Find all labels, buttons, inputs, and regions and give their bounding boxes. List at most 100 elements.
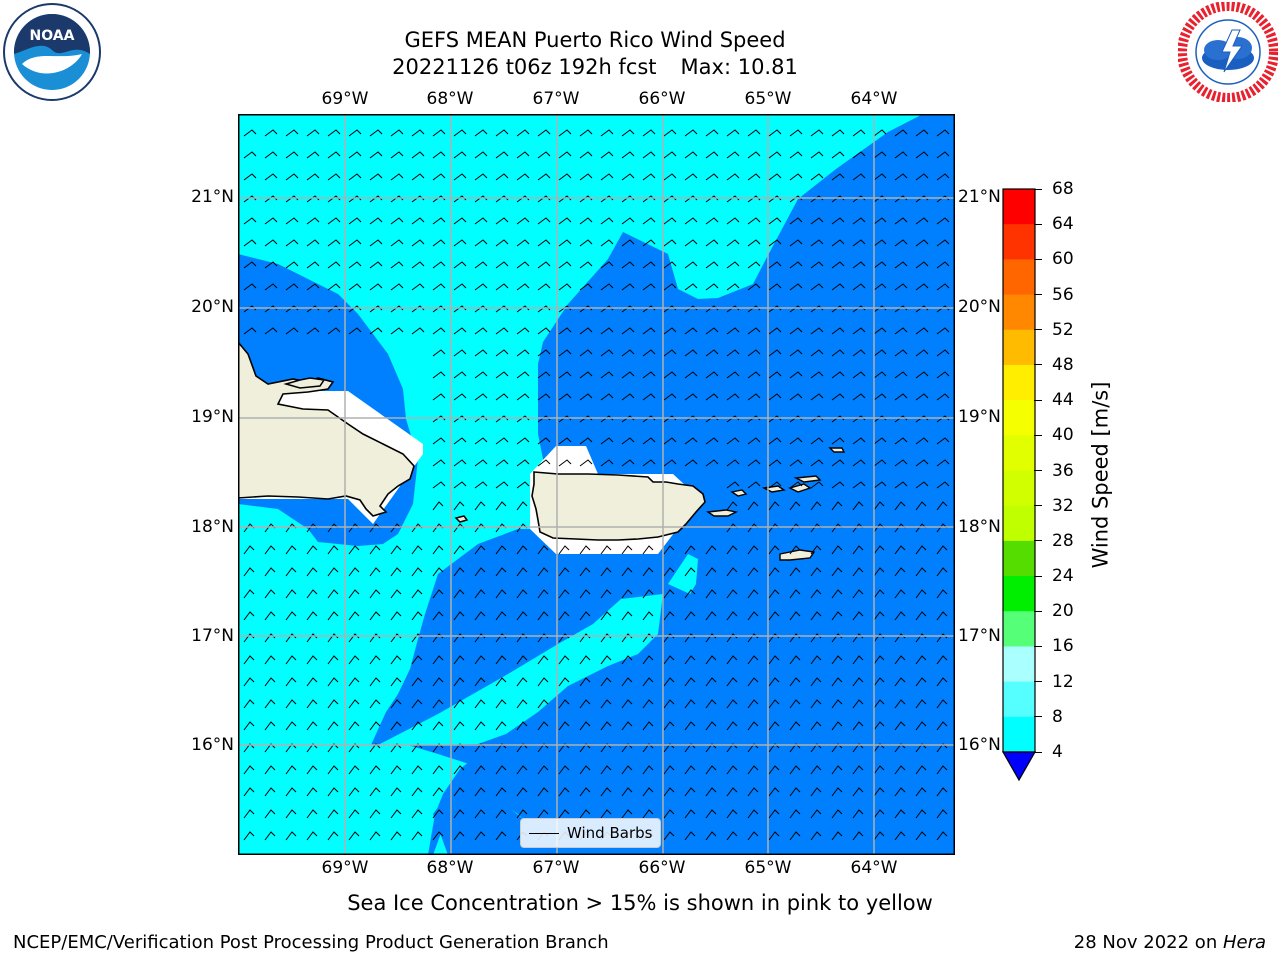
wind-barb bbox=[663, 831, 675, 841]
wind-barb bbox=[327, 831, 339, 841]
wind-barb bbox=[789, 677, 801, 687]
wind-barb bbox=[453, 239, 467, 247]
wind-barb bbox=[852, 349, 866, 357]
wind-barb bbox=[537, 393, 551, 401]
wind-barb bbox=[579, 655, 591, 665]
wind-barb bbox=[243, 743, 255, 753]
wind-barb bbox=[684, 743, 696, 753]
wind-barb bbox=[600, 173, 614, 181]
wind-barb bbox=[516, 567, 528, 577]
lon-tick-top-69w: 69°W bbox=[321, 89, 369, 109]
wind-barb bbox=[621, 459, 635, 467]
wind-barb bbox=[474, 545, 486, 555]
wind-barb bbox=[432, 677, 444, 687]
wind-barb bbox=[474, 655, 486, 665]
wind-barb bbox=[747, 567, 759, 577]
lat-tick-right-17n: 17°N bbox=[958, 626, 1001, 646]
wind-barb bbox=[579, 371, 593, 379]
wind-barb bbox=[348, 261, 362, 269]
wind-barb bbox=[726, 151, 740, 159]
wind-barb bbox=[600, 437, 614, 445]
wind-barb bbox=[432, 371, 446, 379]
wind-barb bbox=[789, 283, 803, 291]
st-john-island bbox=[788, 483, 812, 493]
wind-barb bbox=[663, 809, 675, 819]
wind-barb bbox=[747, 589, 759, 599]
wind-barb bbox=[474, 349, 488, 357]
colorbar-band bbox=[1003, 611, 1035, 647]
wind-barb bbox=[516, 437, 530, 445]
wind-barb bbox=[831, 393, 845, 401]
wind-barb bbox=[747, 173, 761, 181]
wind-barb bbox=[747, 393, 761, 401]
wind-barb bbox=[705, 371, 719, 379]
wind-barb bbox=[306, 677, 318, 687]
wind-barb bbox=[747, 699, 759, 709]
wind-barb bbox=[642, 589, 654, 599]
wind-barb bbox=[453, 655, 465, 665]
wind-barb bbox=[390, 545, 402, 555]
wind-barb bbox=[411, 567, 423, 577]
wind-barb bbox=[789, 765, 801, 775]
colorbar-band bbox=[1003, 259, 1035, 296]
wind-barb bbox=[306, 831, 318, 841]
wind-barb bbox=[348, 589, 360, 599]
wind-barb bbox=[327, 589, 339, 599]
wind-barb bbox=[915, 765, 927, 775]
map-frame bbox=[238, 114, 955, 855]
wind-barb bbox=[747, 765, 759, 775]
colorbar-tick-label: 60 bbox=[1052, 249, 1074, 270]
wind-barb bbox=[915, 481, 929, 489]
wind-barb bbox=[264, 655, 276, 665]
wind-barb bbox=[894, 611, 906, 621]
wind-barb bbox=[726, 173, 740, 181]
wind-barb bbox=[558, 699, 570, 709]
colorbar-tick-label: 64 bbox=[1052, 214, 1074, 235]
wind-barb bbox=[327, 239, 341, 247]
wind-barb bbox=[663, 437, 677, 445]
wind-barb bbox=[684, 765, 696, 775]
wind-barb bbox=[369, 151, 383, 159]
wind-barb bbox=[894, 831, 906, 841]
wind-barb bbox=[684, 151, 698, 159]
colorbar-tick-label: 8 bbox=[1052, 706, 1063, 727]
wind-barb bbox=[810, 459, 824, 467]
wind-barb bbox=[768, 809, 780, 819]
wind-barb bbox=[915, 545, 927, 555]
wind-barb bbox=[558, 459, 572, 467]
wind-barb bbox=[789, 699, 801, 709]
colorbar-tick-label: 68 bbox=[1052, 179, 1074, 199]
wind-barb bbox=[285, 655, 297, 665]
wind-barb bbox=[243, 699, 255, 709]
wind-barb bbox=[810, 787, 822, 797]
wind-barb bbox=[726, 831, 738, 841]
lat-tick-left-18n: 18°N bbox=[191, 517, 234, 537]
wind-barb bbox=[516, 809, 528, 819]
wind-barb bbox=[873, 459, 887, 467]
wind-barb bbox=[873, 743, 885, 753]
wind-barb bbox=[915, 349, 929, 357]
wind-barb bbox=[894, 567, 906, 577]
wind-barb bbox=[894, 239, 908, 247]
wind-barb bbox=[285, 327, 299, 335]
wind-barb bbox=[411, 721, 423, 731]
wind-barb bbox=[348, 721, 360, 731]
wind-barb bbox=[327, 217, 341, 225]
wind-barb bbox=[810, 699, 822, 709]
wind-barb bbox=[516, 129, 530, 137]
wind-barb bbox=[852, 173, 866, 181]
wind-barb bbox=[390, 721, 402, 731]
wind-barb bbox=[306, 173, 320, 181]
tortola-island bbox=[793, 475, 822, 483]
wind-barb bbox=[747, 129, 761, 137]
wind-barb bbox=[327, 721, 339, 731]
wind-barb bbox=[642, 239, 656, 247]
wind-barb bbox=[642, 567, 654, 577]
wind-barb bbox=[264, 677, 276, 687]
wind-barb bbox=[390, 655, 402, 665]
wind-barb bbox=[369, 589, 381, 599]
wind-barb bbox=[705, 831, 717, 841]
wind-barb bbox=[642, 611, 654, 621]
wind-barb bbox=[684, 677, 696, 687]
wind-barb bbox=[558, 765, 570, 775]
